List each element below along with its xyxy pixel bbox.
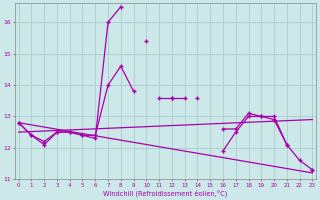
- X-axis label: Windchill (Refroidissement éolien,°C): Windchill (Refroidissement éolien,°C): [103, 189, 228, 197]
